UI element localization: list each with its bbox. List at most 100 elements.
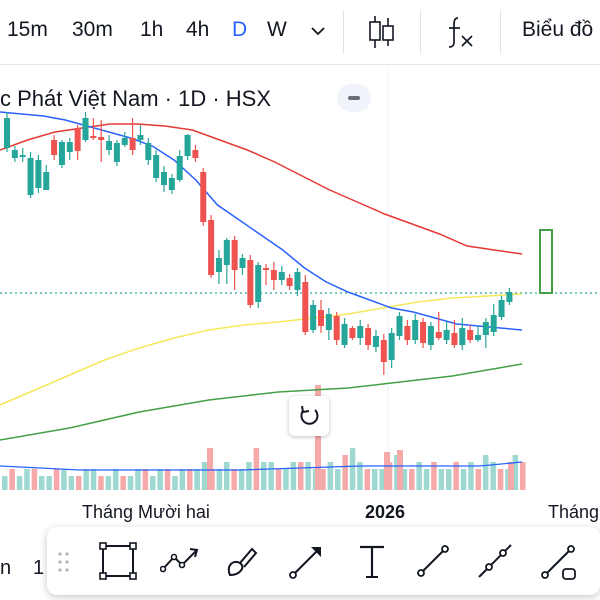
trend-line-icon[interactable] <box>413 541 453 581</box>
timeframe-15m[interactable]: 15m <box>7 18 48 41</box>
arrow-icon[interactable] <box>287 541 327 581</box>
volume-bar <box>475 469 482 490</box>
volume-bar <box>76 476 82 490</box>
volume-bar <box>98 476 104 490</box>
volume-bar <box>505 469 511 490</box>
volume-bar <box>508 462 514 490</box>
candle <box>404 326 411 340</box>
volume-bar <box>105 476 112 490</box>
volume-bar <box>497 469 504 490</box>
volume-bar <box>194 469 200 490</box>
collapse-legend-button[interactable] <box>337 84 371 112</box>
candle <box>184 135 191 156</box>
chart-area[interactable] <box>0 65 600 495</box>
volume-bar <box>327 462 334 490</box>
chart-menu-button[interactable]: Biểu đồ <box>522 18 594 41</box>
candle <box>255 265 262 302</box>
volume-bar <box>409 469 415 490</box>
path-icon[interactable] <box>160 541 200 581</box>
candle <box>239 258 246 268</box>
candle <box>294 272 301 290</box>
candle <box>74 128 81 151</box>
candle <box>200 172 207 222</box>
volume-bar <box>207 448 213 490</box>
candle <box>66 142 73 152</box>
candle <box>4 118 10 148</box>
timeframe-30m[interactable]: 30m <box>72 18 113 41</box>
volume-bar <box>135 469 141 490</box>
volume-bar <box>90 469 97 490</box>
candle <box>129 138 136 150</box>
ray-icon[interactable] <box>475 541 515 581</box>
drag-handle-icon[interactable] <box>57 551 71 573</box>
symbol-title[interactable]: c Phát Việt Nam · 1D · HSX <box>0 86 272 111</box>
candle <box>467 330 474 340</box>
candle <box>388 333 395 360</box>
chevron-down-icon[interactable] <box>310 24 326 38</box>
fx-icon[interactable] <box>444 14 476 50</box>
candle <box>427 326 434 345</box>
volume-bar <box>142 469 149 490</box>
volume-bar <box>384 452 390 490</box>
candle <box>27 158 34 195</box>
rectangle-icon[interactable] <box>98 541 138 581</box>
text-icon[interactable] <box>352 541 392 581</box>
volume-bar <box>431 462 437 490</box>
x-axis-label: Tháng <box>548 502 600 522</box>
ruler-icon[interactable] <box>539 541 579 581</box>
volume-bar <box>305 462 311 490</box>
candle <box>223 240 230 265</box>
candle <box>58 142 65 165</box>
candle <box>113 143 120 162</box>
candle <box>380 340 387 362</box>
candle <box>333 316 340 340</box>
bottom-label: 1 <box>33 557 45 579</box>
timeframe-1h[interactable]: 1h <box>140 18 164 41</box>
candle <box>475 335 481 340</box>
projection-box <box>539 229 553 294</box>
candle <box>51 140 58 155</box>
volume-bar <box>446 469 452 490</box>
timeframe-4h[interactable]: 4h <box>186 18 210 41</box>
price-chart[interactable] <box>0 65 600 495</box>
candle <box>459 328 466 345</box>
candle <box>365 328 372 345</box>
volume-bar <box>453 462 459 490</box>
volume-bar <box>394 455 400 490</box>
volume-bar <box>397 450 403 490</box>
volume-bar <box>172 476 178 490</box>
volume-bar <box>315 385 321 490</box>
reset-chart-button[interactable] <box>289 396 329 436</box>
top-toolbar: 15m 30m 1h 4h D W Biểu đồ <box>0 0 600 65</box>
ma-long-1-line <box>0 293 523 406</box>
volume-bar <box>39 476 45 490</box>
separator <box>343 10 344 54</box>
x-axis-label: Tháng Mười hai <box>82 502 210 522</box>
candle <box>435 332 442 338</box>
volume-bar <box>16 476 23 490</box>
candle <box>318 310 324 326</box>
volume-bar <box>187 469 193 490</box>
candle <box>19 155 26 157</box>
candle <box>215 258 222 272</box>
separator <box>420 10 421 54</box>
candle <box>443 330 450 340</box>
brush-icon[interactable] <box>222 541 262 581</box>
timeframe-w[interactable]: W <box>267 18 287 41</box>
timeframe-d[interactable]: D <box>232 18 248 41</box>
candle <box>90 136 97 138</box>
volume-bar <box>512 455 519 490</box>
candle <box>192 150 199 158</box>
candles-icon[interactable] <box>366 14 396 50</box>
volume-bar <box>490 462 496 490</box>
volume-bar <box>120 476 126 490</box>
volume-bar <box>372 469 378 490</box>
candle <box>341 324 348 345</box>
volume-bar <box>364 469 371 490</box>
candle <box>145 143 152 160</box>
volume-bar <box>423 469 430 490</box>
volume-bar <box>231 469 237 490</box>
candle <box>349 328 356 338</box>
candle <box>412 320 419 340</box>
volume-bar <box>164 469 171 490</box>
